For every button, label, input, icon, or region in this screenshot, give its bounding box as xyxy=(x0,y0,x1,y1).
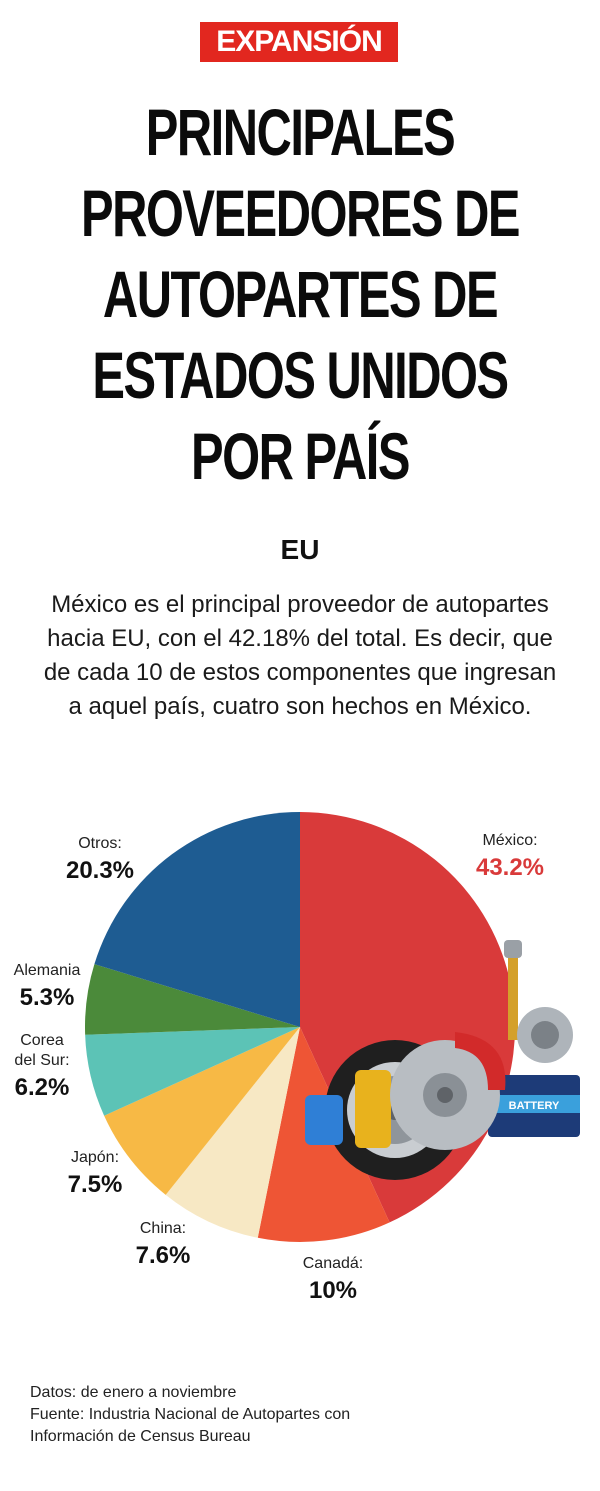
pie-slice xyxy=(94,812,300,1027)
pie-slice xyxy=(85,1027,301,1116)
slice-value-label: 5.3% xyxy=(20,984,75,1011)
footer-line: Información de Census Bureau xyxy=(30,1428,251,1445)
pie-slices xyxy=(84,812,516,1242)
slice-value-label: 6.2% xyxy=(15,1074,70,1101)
source-footer: Datos: de enero a noviembre Fuente: Indu… xyxy=(30,1382,570,1448)
autoparts-illustration: BATTERY xyxy=(305,940,580,1180)
title-line: POR PAÍS xyxy=(191,419,410,493)
page-title: PRINCIPALES PROVEEDORES DE AUTOPARTES DE… xyxy=(78,92,522,497)
title-line: PROVEEDORES DE xyxy=(81,176,520,250)
slice-label: Corea xyxy=(20,1032,64,1049)
brand-logo: EXPANSIÓN xyxy=(200,22,398,62)
title-line: AUTOPARTES DE xyxy=(102,257,499,331)
slice-value-label: 7.5% xyxy=(68,1171,123,1198)
description: México es el principal proveedor de auto… xyxy=(43,591,557,720)
pie-slice xyxy=(165,1027,300,1238)
pie-slice xyxy=(84,964,300,1035)
slice-label: Alemania xyxy=(14,962,81,979)
slice-label: Canadá: xyxy=(303,1255,364,1272)
svg-text:BATTERY: BATTERY xyxy=(509,1100,560,1112)
slice-value-label: 20.3% xyxy=(66,857,134,884)
pie-labels: México: 43.2% Canadá: 10% China: 7.6% Japón: 7.… xyxy=(14,832,544,1304)
slice-label: Otros: xyxy=(78,835,122,852)
title-line: ESTADOS UNIDOS xyxy=(92,338,509,412)
slice-label: México: xyxy=(482,832,537,849)
slice-value-label: 7.6% xyxy=(136,1242,191,1269)
footer-line: Datos: de enero a noviembre xyxy=(30,1384,237,1401)
subtitle: EU xyxy=(280,534,320,565)
slice-label: del Sur: xyxy=(14,1052,69,1069)
slice-value-label: 43.2% xyxy=(476,854,544,881)
slice-value-label: 10% xyxy=(309,1277,357,1304)
slice-label: Japón: xyxy=(71,1149,119,1166)
pie-chart: BATTERY México: 43.2% Canadá: 10% China: 7.6%… xyxy=(14,812,580,1304)
pie-slice xyxy=(104,1027,300,1195)
slice-label: China: xyxy=(140,1220,186,1237)
footer-line: Fuente: Industria Nacional de Autopartes… xyxy=(30,1406,351,1423)
title-line: PRINCIPALES xyxy=(145,95,456,169)
